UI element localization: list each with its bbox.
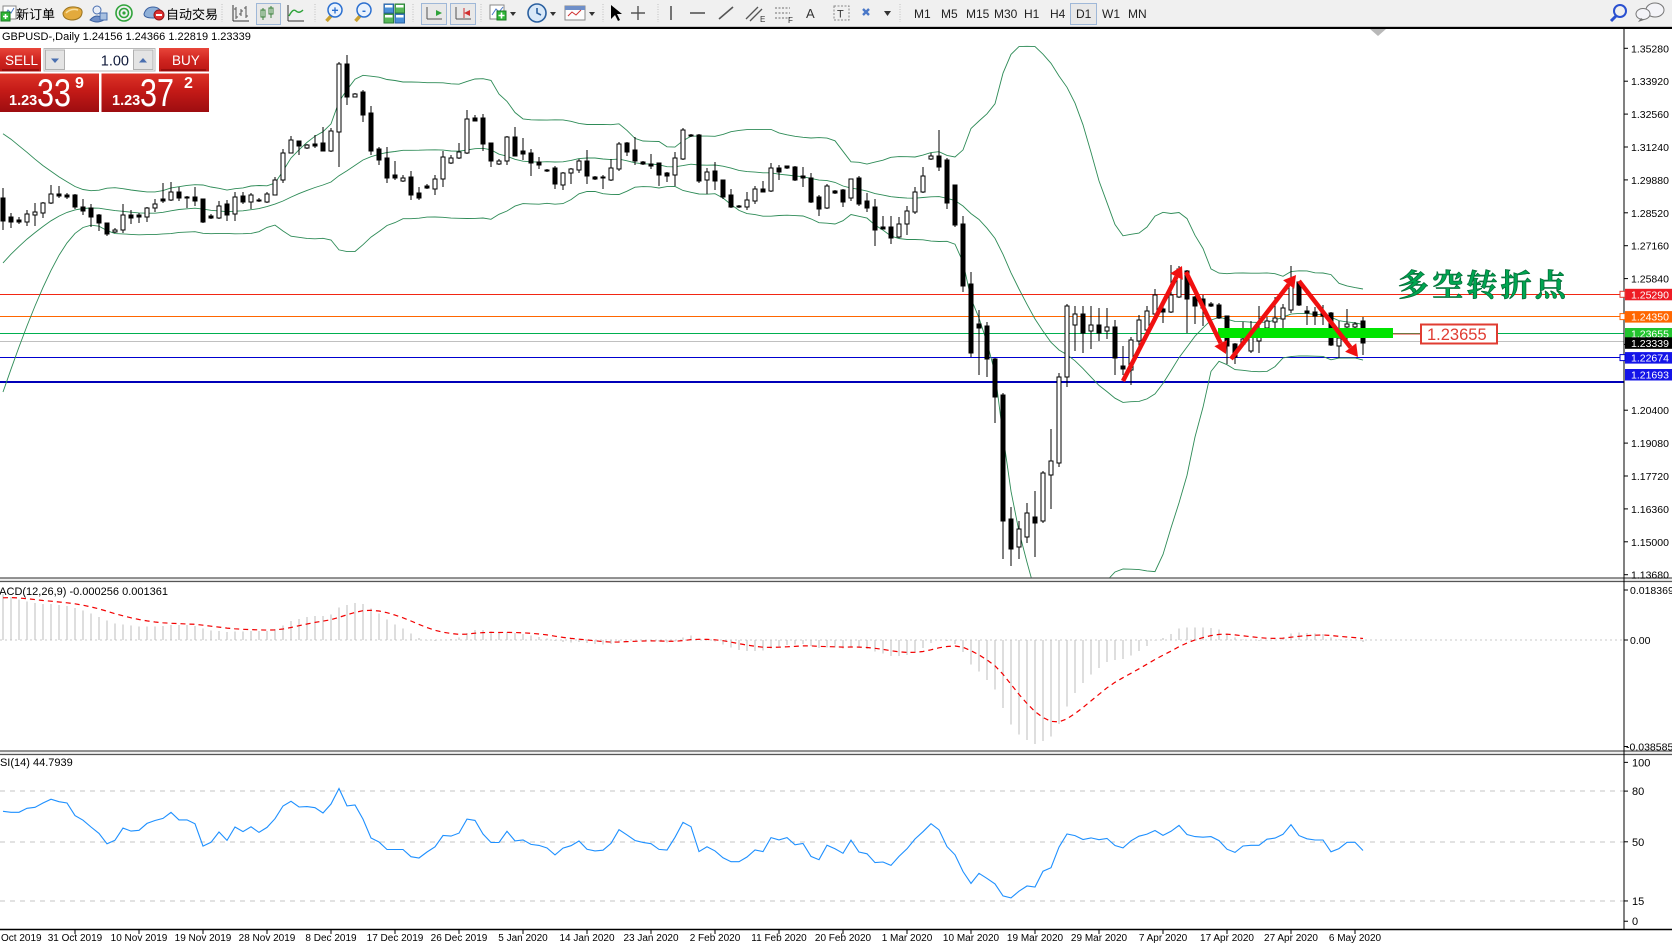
svg-text:1.19080: 1.19080 xyxy=(1631,438,1669,450)
svg-text:1.22674: 1.22674 xyxy=(1631,353,1669,365)
svg-text:M30: M30 xyxy=(994,7,1018,21)
svg-text:17 Dec 2019: 17 Dec 2019 xyxy=(367,933,424,944)
svg-text:11 Feb 2020: 11 Feb 2020 xyxy=(751,933,807,944)
svg-text:1.23655: 1.23655 xyxy=(1427,326,1487,344)
svg-text:1.00: 1.00 xyxy=(101,54,129,70)
svg-text:1.33920: 1.33920 xyxy=(1631,76,1669,88)
svg-text:26 Dec 2019: 26 Dec 2019 xyxy=(431,933,488,944)
svg-text:1.16360: 1.16360 xyxy=(1631,504,1669,516)
svg-text:RSI(14) 44.7939: RSI(14) 44.7939 xyxy=(0,757,73,769)
svg-text:1.25290: 1.25290 xyxy=(1631,289,1669,301)
svg-text:14 Jan 2020: 14 Jan 2020 xyxy=(559,933,614,944)
svg-text:W1: W1 xyxy=(1102,7,1120,21)
svg-text:Oct 2019: Oct 2019 xyxy=(1,933,42,944)
svg-text:1 Mar 2020: 1 Mar 2020 xyxy=(882,933,933,944)
svg-text:1.32560: 1.32560 xyxy=(1631,109,1669,121)
svg-text:E: E xyxy=(760,15,765,24)
svg-text:1.23339: 1.23339 xyxy=(1631,338,1669,350)
svg-text:BUY: BUY xyxy=(172,53,200,68)
svg-text:1.23: 1.23 xyxy=(9,93,37,109)
svg-text:GBPUSD-,Daily 1.24156 1.24366: GBPUSD-,Daily 1.24156 1.24366 1.22819 1.… xyxy=(2,31,251,43)
svg-text:1.25840: 1.25840 xyxy=(1631,274,1669,286)
svg-text:1.31240: 1.31240 xyxy=(1631,142,1669,154)
svg-text:F: F xyxy=(788,16,793,25)
svg-text:7 Apr 2020: 7 Apr 2020 xyxy=(1139,933,1188,944)
svg-text:15: 15 xyxy=(1632,896,1644,908)
svg-text:10 Mar 2020: 10 Mar 2020 xyxy=(943,933,1000,944)
svg-text:27 Apr 2020: 27 Apr 2020 xyxy=(1264,933,1318,944)
svg-text:M5: M5 xyxy=(941,7,958,21)
svg-text:1.35280: 1.35280 xyxy=(1631,43,1669,55)
svg-text:1.21693: 1.21693 xyxy=(1631,370,1669,382)
svg-text:2 Feb 2020: 2 Feb 2020 xyxy=(690,933,741,944)
svg-text:1.20400: 1.20400 xyxy=(1631,405,1669,417)
svg-text:H1: H1 xyxy=(1024,7,1040,21)
svg-text:29 Mar 2020: 29 Mar 2020 xyxy=(1071,933,1128,944)
svg-text:9: 9 xyxy=(75,75,84,92)
svg-text:D1: D1 xyxy=(1076,7,1092,21)
svg-text:M1: M1 xyxy=(914,7,931,21)
svg-text:A: A xyxy=(806,6,815,21)
svg-text:1.24350: 1.24350 xyxy=(1631,312,1669,324)
svg-text:+: + xyxy=(331,4,338,18)
svg-text:1.27160: 1.27160 xyxy=(1631,241,1669,253)
svg-text:1.29880: 1.29880 xyxy=(1631,175,1669,187)
svg-text:5 Jan 2020: 5 Jan 2020 xyxy=(498,933,548,944)
svg-text:19 Mar 2020: 19 Mar 2020 xyxy=(1007,933,1064,944)
svg-text:33: 33 xyxy=(37,72,71,115)
svg-text:10 Nov 2019: 10 Nov 2019 xyxy=(111,933,168,944)
svg-text:0: 0 xyxy=(1632,916,1638,928)
svg-text:50: 50 xyxy=(1632,837,1644,849)
svg-text:0.00: 0.00 xyxy=(1630,635,1651,647)
svg-text:1.17720: 1.17720 xyxy=(1631,471,1669,483)
svg-text:37: 37 xyxy=(140,72,174,115)
svg-text:SELL: SELL xyxy=(5,53,39,68)
svg-text:8 Dec 2019: 8 Dec 2019 xyxy=(305,933,357,944)
svg-text:31 Oct 2019: 31 Oct 2019 xyxy=(48,933,103,944)
svg-text:17 Apr 2020: 17 Apr 2020 xyxy=(1200,933,1254,944)
svg-text:M15: M15 xyxy=(966,7,990,21)
svg-text:80: 80 xyxy=(1632,786,1644,798)
svg-text:23 Jan 2020: 23 Jan 2020 xyxy=(623,933,678,944)
svg-text:20 Feb 2020: 20 Feb 2020 xyxy=(815,933,872,944)
svg-text:0.018369: 0.018369 xyxy=(1630,585,1672,597)
svg-text:1.15000: 1.15000 xyxy=(1631,537,1669,549)
svg-text:-: - xyxy=(362,4,366,18)
svg-text:1.28520: 1.28520 xyxy=(1631,208,1669,220)
svg-text:1.13680: 1.13680 xyxy=(1631,570,1669,582)
svg-text:MACD(12,26,9) -0.000256 0.0013: MACD(12,26,9) -0.000256 0.001361 xyxy=(0,586,168,598)
svg-text:100: 100 xyxy=(1632,757,1650,769)
svg-text:19 Nov 2019: 19 Nov 2019 xyxy=(175,933,232,944)
svg-text:MN: MN xyxy=(1128,7,1147,21)
svg-text:1.23: 1.23 xyxy=(112,93,140,109)
svg-text:T: T xyxy=(837,9,844,21)
svg-text:H4: H4 xyxy=(1050,7,1066,21)
svg-text:2: 2 xyxy=(184,75,193,92)
svg-text:28 Nov 2019: 28 Nov 2019 xyxy=(239,933,296,944)
svg-text:-0.038585: -0.038585 xyxy=(1626,742,1672,754)
svg-text:6 May 2020: 6 May 2020 xyxy=(1329,933,1382,944)
